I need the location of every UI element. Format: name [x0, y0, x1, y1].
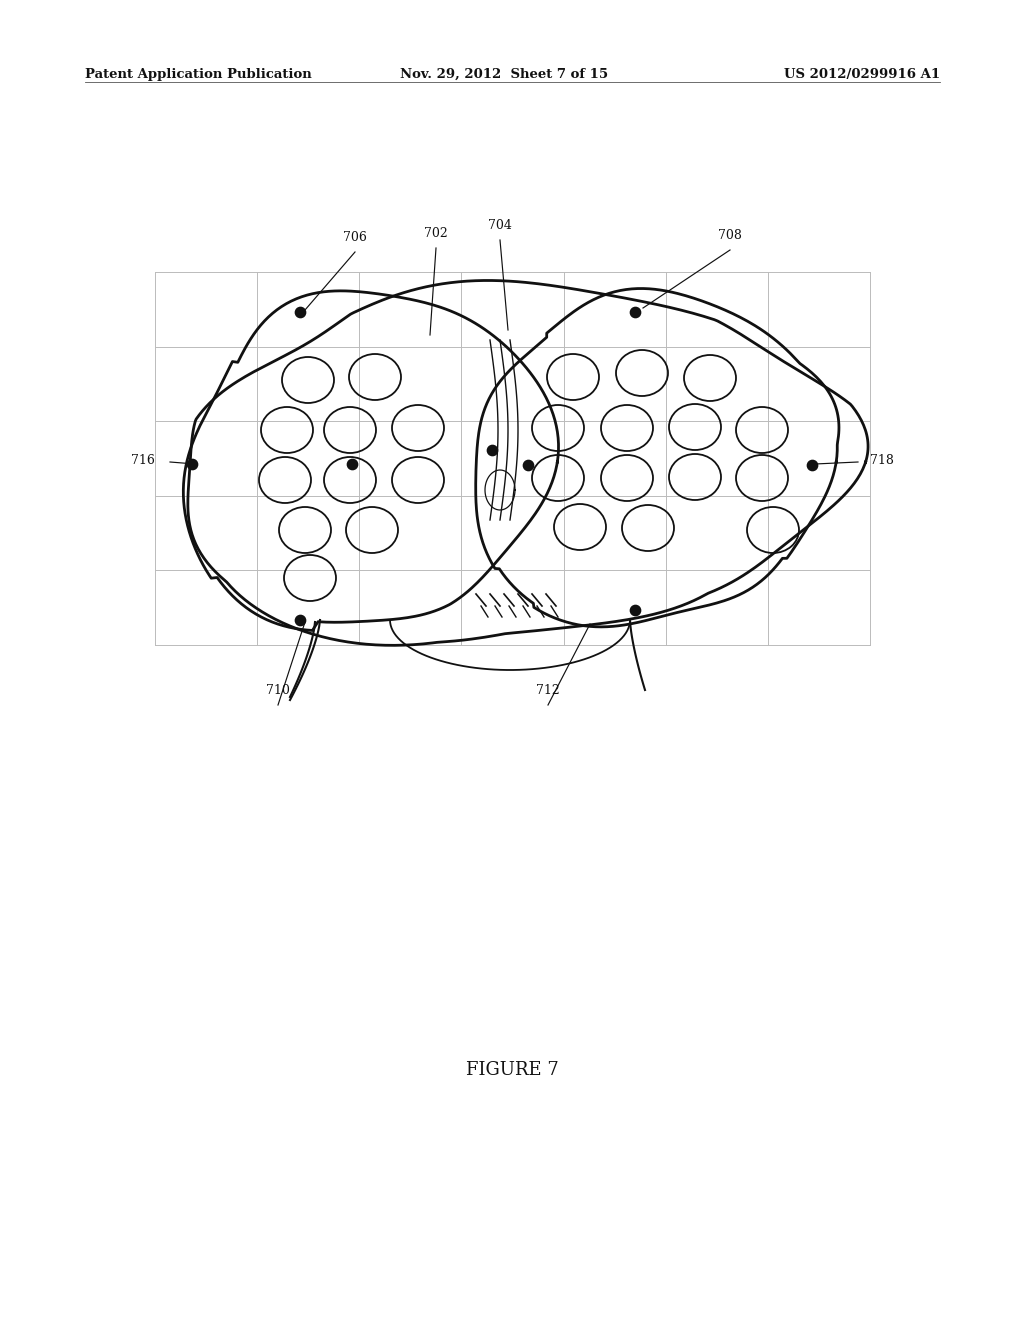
Text: US 2012/0299916 A1: US 2012/0299916 A1	[784, 69, 940, 81]
Point	[292, 610, 308, 631]
Point	[804, 454, 820, 475]
Point	[627, 599, 643, 620]
Text: 708: 708	[718, 228, 742, 242]
Text: Nov. 29, 2012  Sheet 7 of 15: Nov. 29, 2012 Sheet 7 of 15	[400, 69, 608, 81]
Point	[184, 454, 201, 475]
Text: 710: 710	[266, 684, 290, 697]
Point	[627, 301, 643, 322]
Point	[344, 454, 360, 475]
Text: 702: 702	[424, 227, 447, 240]
Point	[483, 440, 500, 461]
Text: 712: 712	[537, 684, 560, 697]
Text: 704: 704	[488, 219, 512, 232]
Text: 706: 706	[343, 231, 367, 244]
Text: 716: 716	[131, 454, 155, 466]
Point	[292, 301, 308, 322]
Text: Patent Application Publication: Patent Application Publication	[85, 69, 311, 81]
Text: FIGURE 7: FIGURE 7	[466, 1061, 558, 1078]
Point	[520, 454, 537, 475]
Text: 718: 718	[870, 454, 894, 466]
